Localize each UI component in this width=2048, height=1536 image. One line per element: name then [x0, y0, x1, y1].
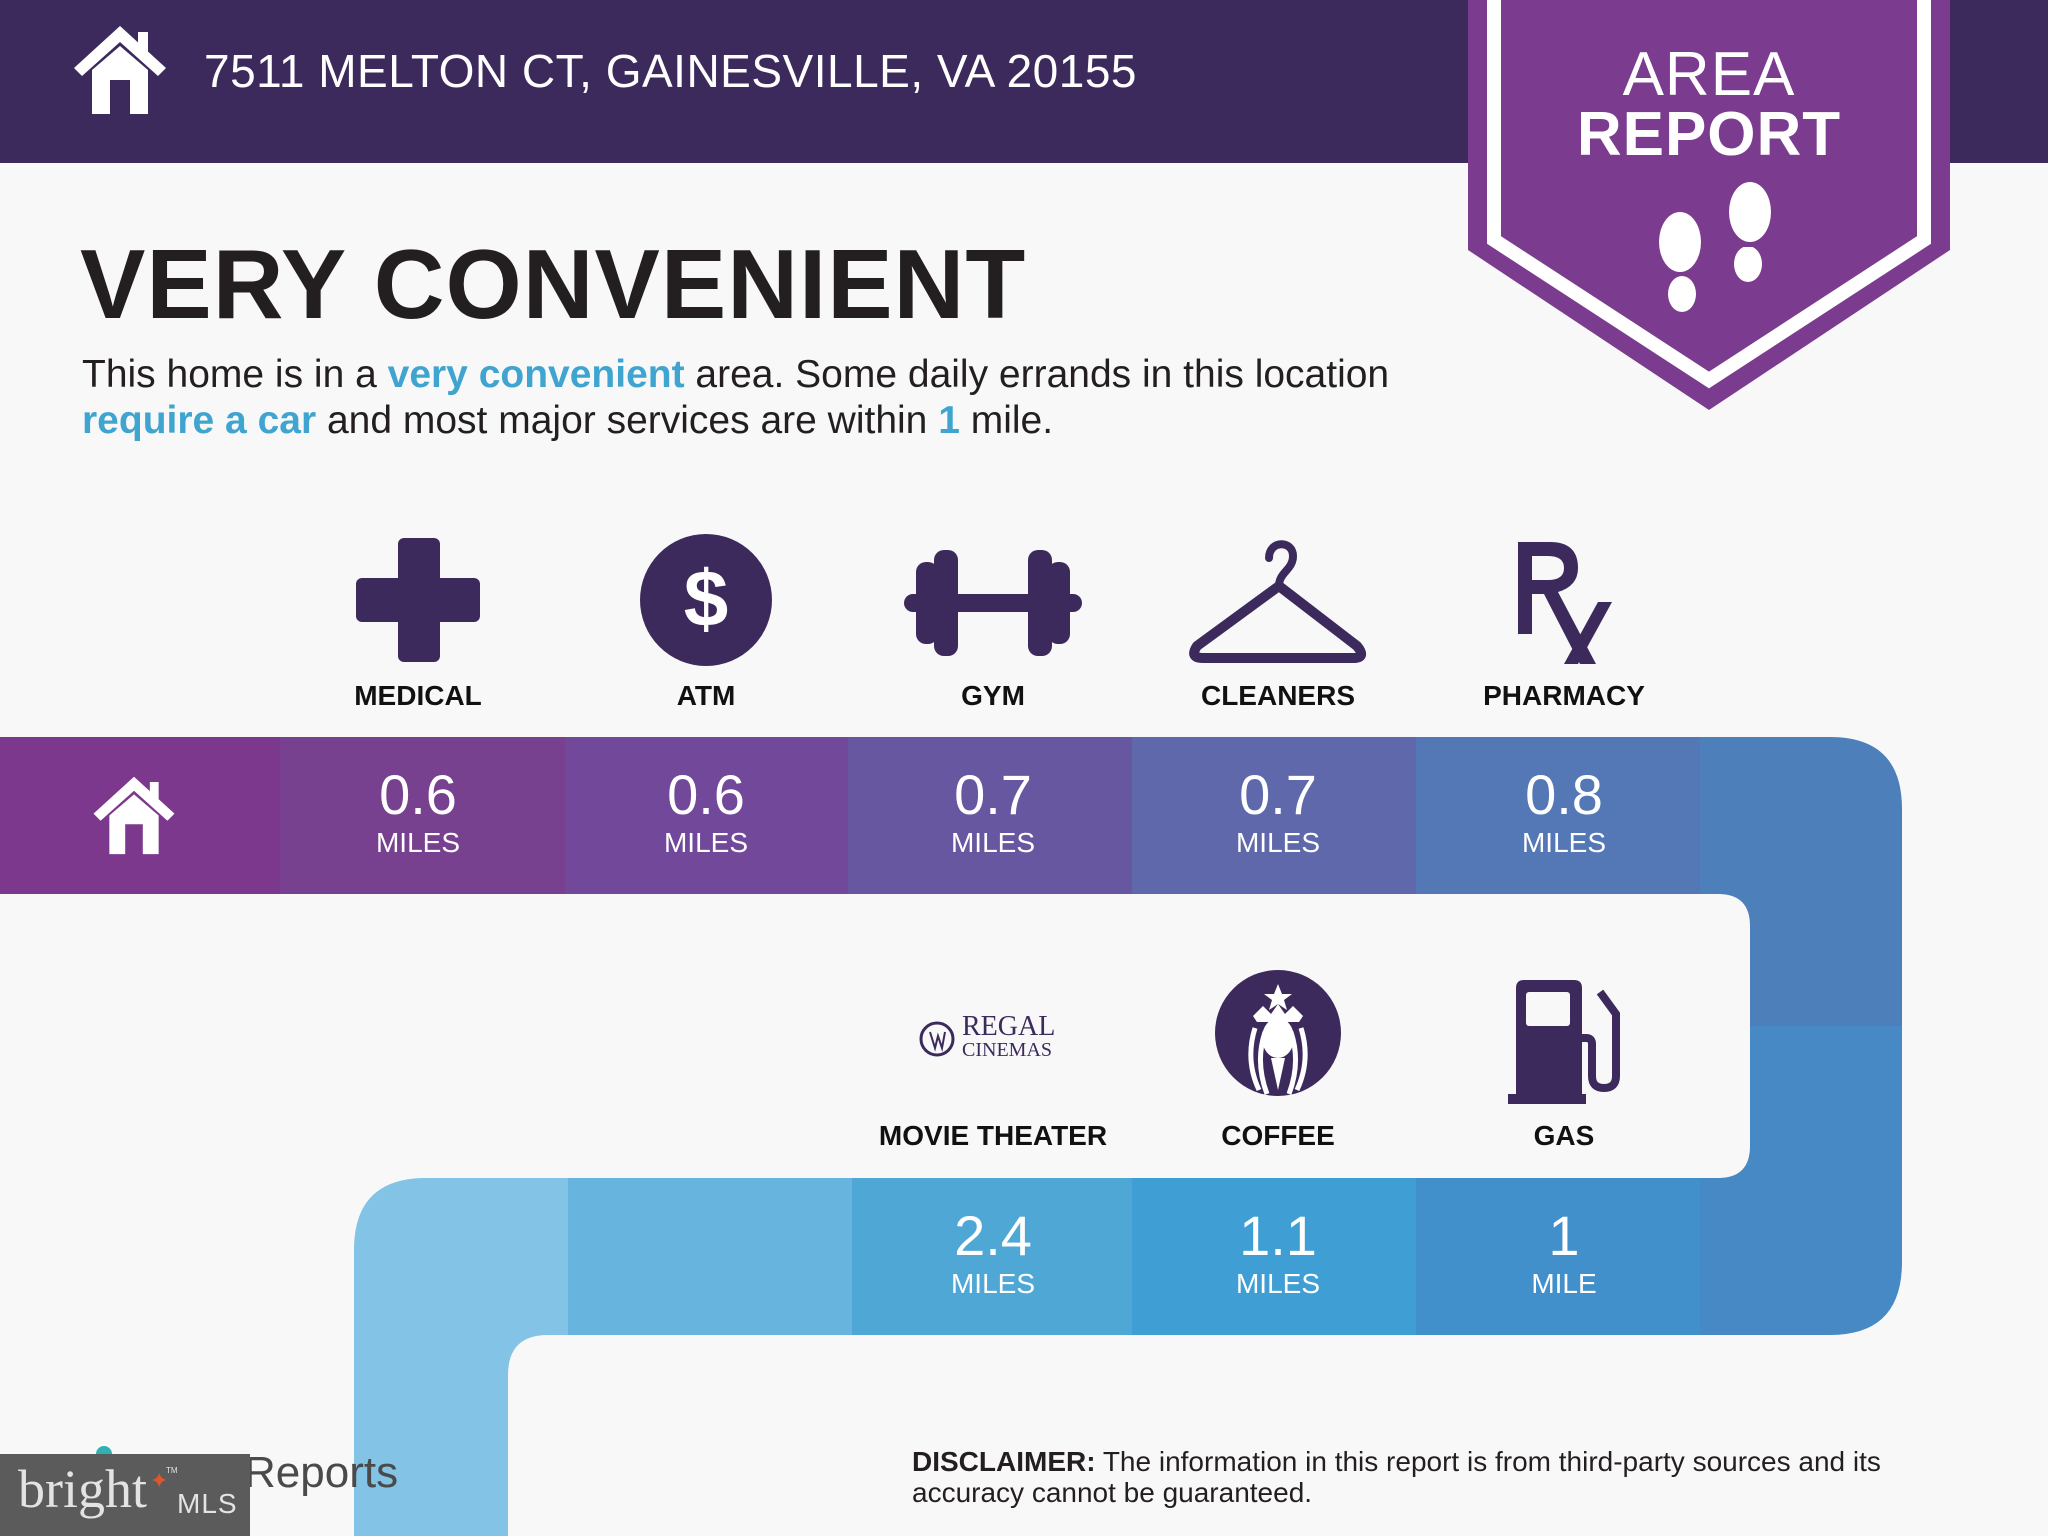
distance-value: 0.6 — [379, 763, 457, 826]
amenity-cleaners: CLEANERS — [1158, 530, 1398, 730]
distance-unit: MILES — [375, 827, 461, 858]
amenity-label: MOVIE THEATER — [878, 1120, 1108, 1151]
svg-text:$: $ — [684, 554, 729, 643]
distance-value: 1.1 — [1239, 1204, 1317, 1267]
star-icon: ✦ — [150, 1468, 169, 1493]
distance-unit: MILES — [1521, 827, 1607, 858]
distance-unit: MILE — [1531, 1268, 1597, 1299]
amenity-label: GYM — [961, 680, 1025, 711]
distance-coffee: 1.1 MILES — [1158, 1178, 1398, 1335]
watermark-mls-text: MLS — [177, 1488, 238, 1519]
desc-highlight: require a car — [82, 399, 317, 442]
watermark-tm: TM — [166, 1466, 178, 1475]
desc-text: This home is in a — [82, 353, 388, 396]
desc-text: area. Some daily errands in this locatio… — [684, 353, 1390, 396]
regal-emblem-icon — [919, 1021, 955, 1057]
distance-medical: 0.6 MILES — [298, 737, 538, 894]
badge-title-line1: AREA — [1622, 40, 1796, 109]
distance-unit: MILES — [1235, 1268, 1321, 1299]
regal-logo-text: REGAL — [962, 1011, 1056, 1042]
distance-value: 0.8 — [1525, 763, 1603, 826]
amenity-label: COFFEE — [1221, 1120, 1335, 1151]
distance-unit: MILES — [663, 827, 749, 858]
starbucks-logo — [1215, 970, 1341, 1096]
amenity-label: PHARMACY — [1483, 680, 1645, 711]
desc-text: and most major services are within — [316, 399, 939, 442]
distance-value: 1 — [1548, 1204, 1580, 1267]
amenity-label: ATM — [676, 680, 736, 711]
distance-gym: 0.7 MILES — [873, 737, 1113, 894]
regal-cinemas-logo: REGAL CINEMAS — [918, 1011, 1068, 1064]
house-icon — [74, 26, 166, 114]
amenity-gym: GYM — [873, 530, 1113, 730]
bright-mls-watermark — [0, 1454, 250, 1536]
amenity-pharmacy: PHARMACY — [1444, 530, 1684, 730]
distance-unit: MILES — [950, 827, 1036, 858]
desc-text: mile. — [959, 399, 1054, 442]
distance-value: 2.4 — [954, 1204, 1032, 1267]
area-report-badge — [1468, 0, 1950, 410]
distance-value: 0.7 — [1239, 763, 1317, 826]
amenity-gas: GAS — [1444, 970, 1684, 1160]
distance-unit: MILES — [950, 1268, 1036, 1299]
house-icon — [93, 776, 175, 855]
gas-pump-icon — [1508, 980, 1620, 1104]
distance-value: 0.6 — [667, 763, 745, 826]
watermark-bright-text: bright — [18, 1459, 147, 1519]
rx-icon — [1518, 542, 1612, 664]
regal-logo-subtext: CINEMAS — [962, 1039, 1053, 1061]
disclaimer: DISCLAIMER: The information in this repo… — [912, 1446, 1992, 1508]
desc-highlight: 1 — [938, 399, 960, 442]
amenity-label: CLEANERS — [1200, 680, 1355, 711]
footprints-icon — [1658, 182, 1772, 312]
badge-title-line2: REPORT — [1576, 100, 1842, 169]
distance-value: 0.7 — [954, 763, 1032, 826]
convenience-rating-title: VERY CONVENIENT — [80, 229, 1027, 339]
distance-cleaners: 0.7 MILES — [1158, 737, 1398, 894]
reports-brand-text: Reports — [244, 1448, 399, 1497]
property-address: 7511 MELTON CT, GAINESVILLE, VA 20155 — [204, 45, 1137, 97]
amenity-medical: MEDICAL — [298, 530, 538, 730]
disclaimer-label: DISCLAIMER: — [912, 1446, 1096, 1477]
amenity-label: MEDICAL — [354, 680, 482, 711]
dollar-coin-icon: $ — [640, 534, 772, 666]
convenience-description: This home is in a very convenient area. … — [82, 352, 1502, 444]
distance-gas: 1 MILE — [1444, 1178, 1684, 1335]
distance-atm: 0.6 MILES — [586, 737, 826, 894]
dumbbell-icon — [904, 550, 1082, 656]
hanger-icon — [1189, 540, 1367, 663]
amenity-atm: $ ATM — [586, 530, 826, 730]
disclaimer-text: The information in this report is from t… — [912, 1446, 1881, 1508]
desc-highlight: very convenient — [387, 353, 685, 396]
medical-cross-icon — [356, 538, 480, 662]
amenity-coffee: COFFEE — [1158, 970, 1398, 1160]
distance-unit: MILES — [1235, 827, 1321, 858]
amenity-movie-theater: REGAL CINEMAS MOVIE THEATER — [873, 970, 1113, 1160]
distance-movie-theater: 2.4 MILES — [873, 1178, 1113, 1335]
distance-pharmacy: 0.8 MILES — [1444, 737, 1684, 894]
amenity-label: GAS — [1533, 1120, 1595, 1151]
